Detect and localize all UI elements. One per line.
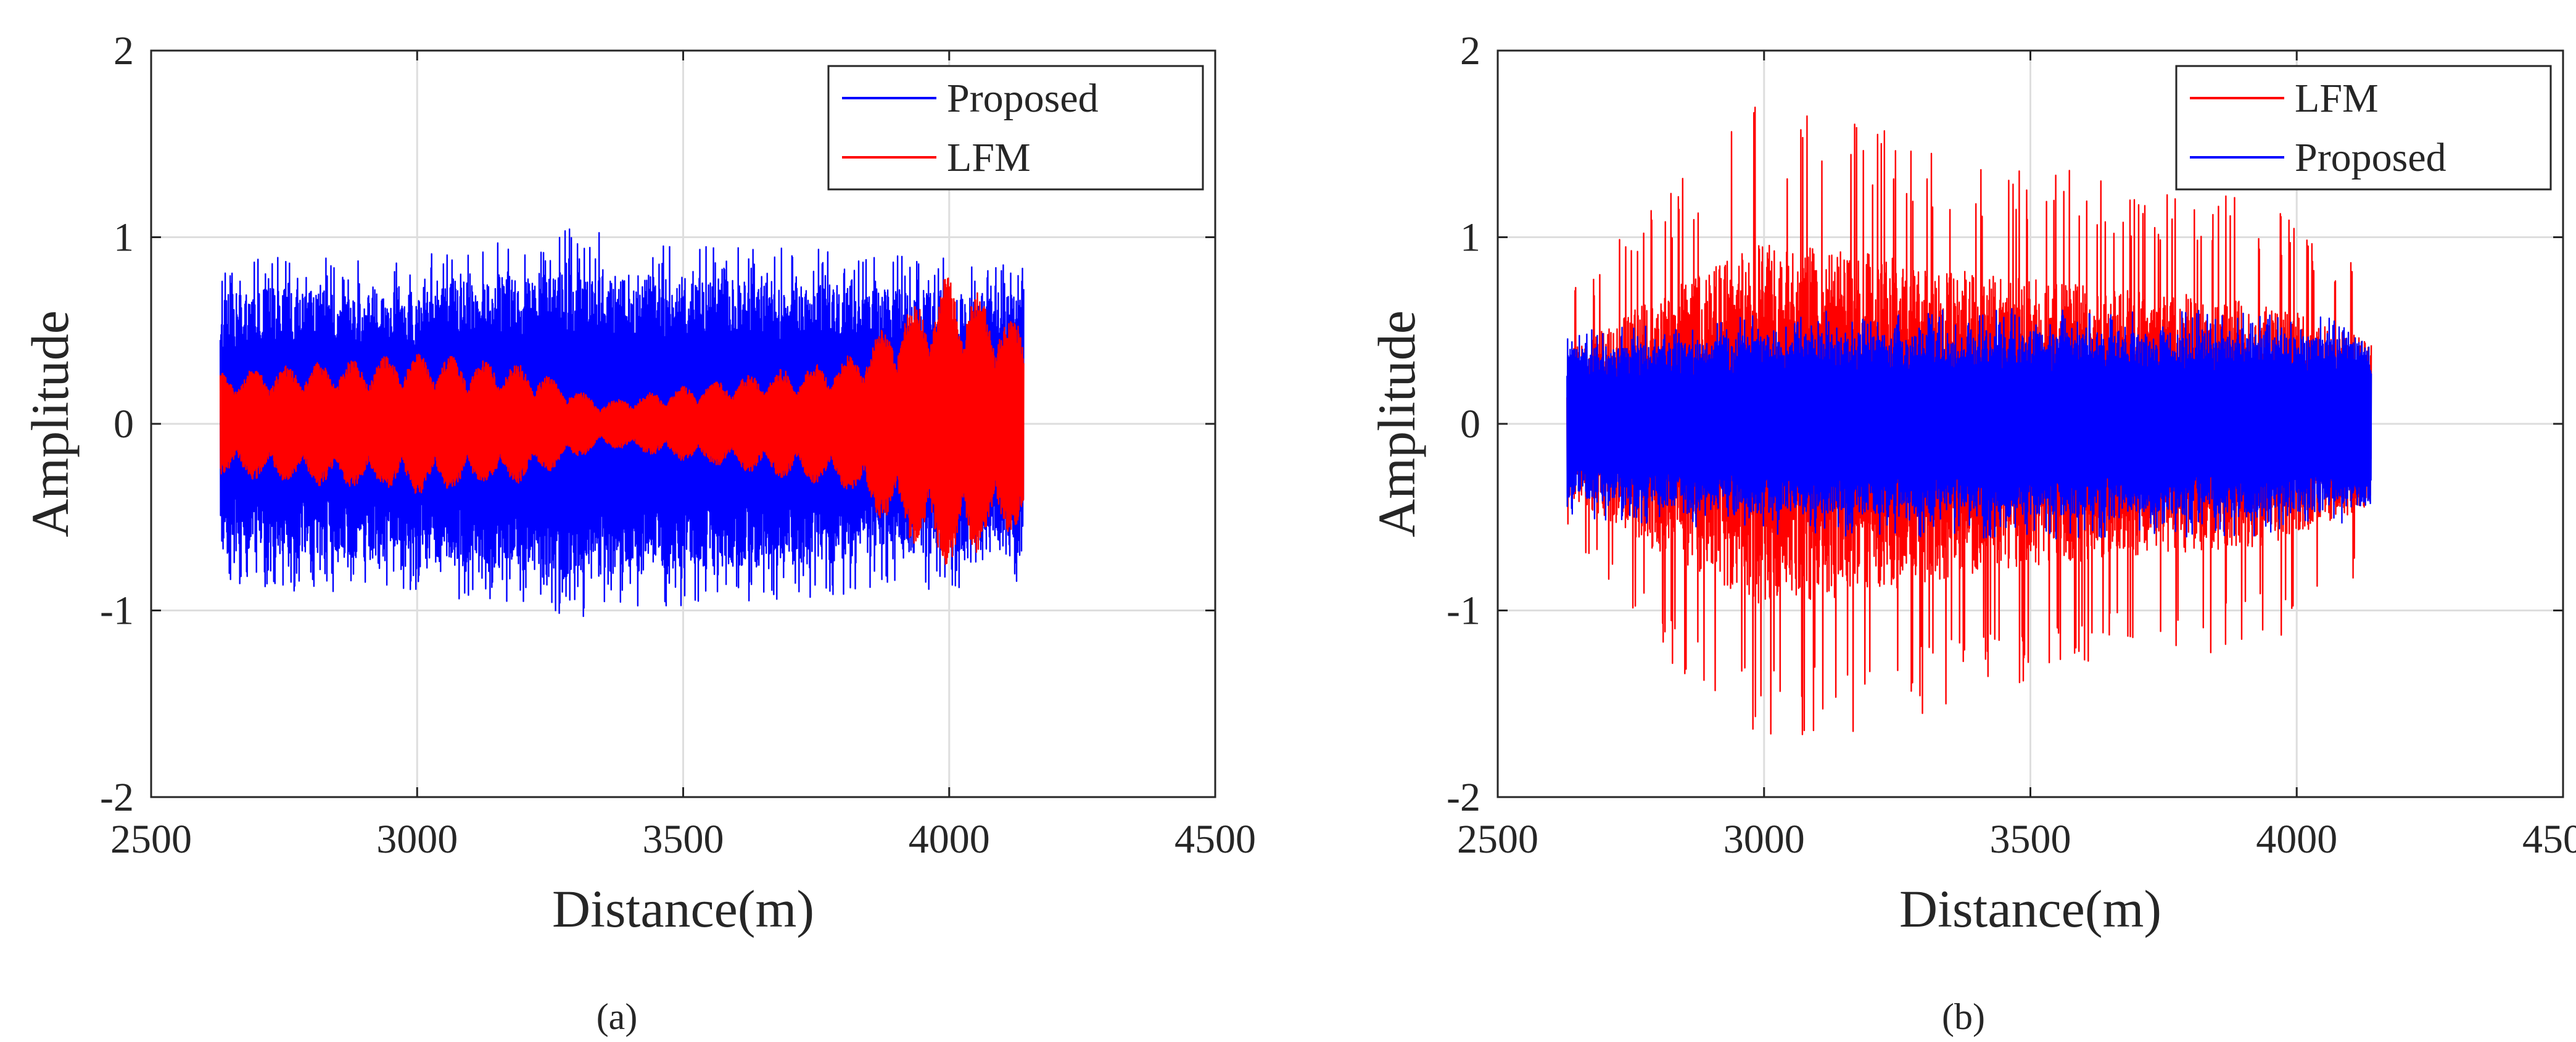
series-group [219,228,1025,618]
legend-box [827,65,1204,191]
legend-label-lfm: LFM [2295,76,2379,121]
caption-a: (a) [597,996,638,1037]
x-tick-label: 4000 [2256,817,2337,862]
x-axis-label: Distance(m) [552,879,814,938]
y-tick-label: -2 [1447,775,1480,820]
legend: Proposed LFM [827,65,1204,191]
series-group [1566,106,2372,735]
x-tick-label: 3500 [643,817,724,862]
series-line-proposed [1566,308,2372,540]
x-tick-label: 4000 [909,817,990,862]
legend: LFM Proposed [2175,65,2552,191]
x-tick-label: 3500 [1990,817,2071,862]
x-tick-label: 3000 [1724,817,1805,862]
y-tick-label: -1 [1447,589,1480,634]
caption-b: (b) [1942,996,1985,1037]
x-tick-label: 3000 [376,817,458,862]
x-tick-label: 4500 [1174,817,1256,862]
y-axis-label: Amplitude [1367,310,1426,537]
y-axis-label: Amplitude [20,310,80,537]
x-axis-label: Distance(m) [1899,879,2161,938]
panel-a: 2500 3000 3500 4000 4500 -2 -1 0 1 2 Distance(m) Am… [20,28,1256,938]
x-tick-label: 4500 [2522,817,2576,862]
panel-b: 2500 3000 3500 4000 4500 -2 -1 0 1 2 Distance(m) Am… [1367,28,2576,938]
legend-box [2175,65,2552,191]
y-tick-label: -1 [100,589,134,634]
y-tick-label: 0 [1460,402,1480,447]
x-tick-label: 2500 [110,817,192,862]
y-tick-label: 2 [114,28,134,73]
y-tick-label: 1 [114,215,134,260]
legend-label-proposed: Proposed [2295,135,2446,180]
y-tick-label: 1 [1460,215,1480,260]
series-line-lfm [219,277,1025,565]
legend-label-lfm: LFM [947,135,1031,180]
y-tick-label: -2 [100,775,134,820]
y-tick-label: 0 [114,402,134,447]
y-tick-label: 2 [1460,28,1480,73]
legend-label-proposed: Proposed [947,76,1099,121]
x-tick-label: 2500 [1457,817,1538,862]
